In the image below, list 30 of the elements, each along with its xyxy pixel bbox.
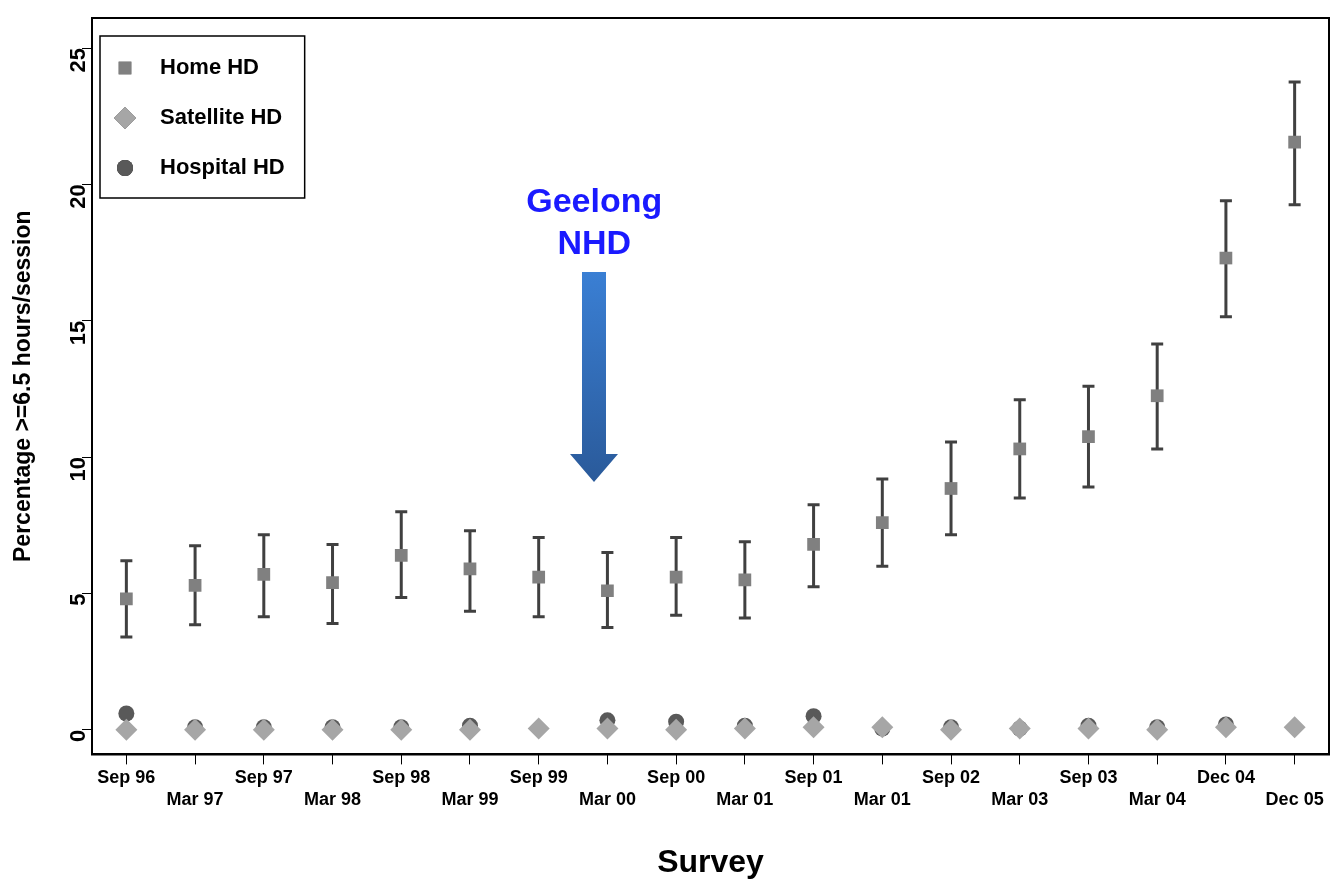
x-tick-label: Mar 00 (578, 788, 636, 809)
x-tick-label: Sep 01 (784, 767, 843, 788)
y-tick-label: 0 (65, 729, 91, 743)
y-tick-label: 10 (65, 457, 91, 482)
x-tick-label: Sep 96 (97, 767, 156, 788)
x-tick-label: Mar 97 (166, 788, 224, 809)
legend-label: Hospital HD (160, 154, 285, 180)
x-tick-label: Sep 03 (1059, 767, 1118, 788)
x-tick-label: Sep 98 (372, 767, 431, 788)
y-axis-title: Percentage >=6.5 hours/session (9, 210, 36, 562)
x-tick-label: Mar 01 (853, 788, 911, 809)
x-tick-label: Mar 04 (1128, 788, 1186, 809)
x-tick-label: Mar 03 (991, 788, 1049, 809)
x-tick-label: Sep 97 (234, 767, 293, 788)
x-axis-title: Survey (657, 842, 765, 879)
y-tick-label: 25 (65, 48, 91, 73)
legend-label: Satellite HD (160, 104, 283, 130)
x-tick-label: Mar 99 (441, 788, 499, 809)
legend-label: Home HD (160, 54, 260, 80)
x-tick-label: Sep 99 (509, 767, 568, 788)
x-tick-label: Mar 98 (304, 788, 362, 809)
x-tick-label: Dec 04 (1196, 767, 1255, 788)
annotation: Geelong NHD (526, 180, 663, 261)
x-tick-label: Sep 02 (922, 767, 981, 788)
y-tick-label: 5 (65, 593, 91, 606)
x-tick-label: Mar 01 (716, 788, 774, 809)
y-tick-label: 20 (65, 184, 91, 209)
y-tick-label: 15 (65, 320, 91, 346)
x-tick-label: Sep 00 (647, 767, 706, 788)
x-tick-label: Dec 05 (1265, 788, 1324, 809)
